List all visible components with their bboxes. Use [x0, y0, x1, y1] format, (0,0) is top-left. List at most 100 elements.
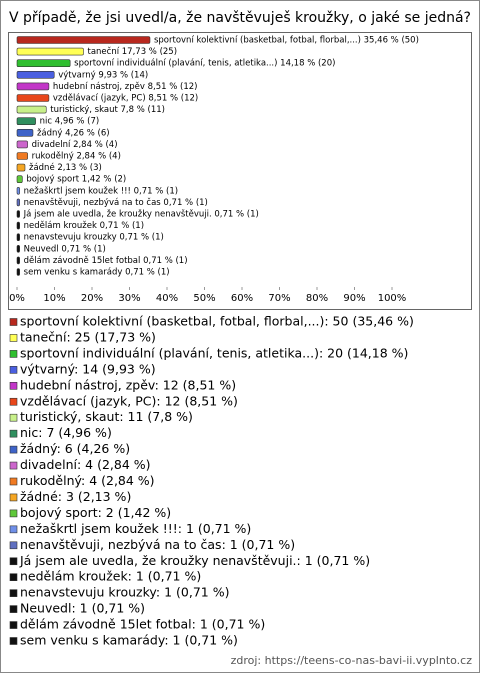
- legend-swatch: [9, 605, 18, 613]
- legend-swatch: [9, 557, 18, 566]
- bar-label: rukodělný 2,84 % (4): [32, 152, 121, 162]
- x-tick-label: 70%: [268, 293, 290, 304]
- bar: [16, 47, 84, 56]
- bar-label: taneční 17,73 % (25): [87, 46, 177, 57]
- bar-label: divadelní 2,84 % (4): [32, 140, 118, 150]
- legend-label: rukodělný: 4 (2,84 %): [20, 473, 155, 488]
- x-tick-label: 60%: [231, 293, 253, 304]
- bar: [16, 140, 28, 149]
- x-tick-label: 30%: [118, 293, 140, 304]
- legend-swatch: [9, 366, 18, 374]
- source: zdroj: https://teens-co-nas-bavi-ii.vypl…: [231, 654, 473, 667]
- legend-label: vzdělávací (jazyk, PC): 12 (8,51 %): [20, 393, 238, 408]
- bar-label: sportovní kolektivní (basketbal, fotbal,…: [154, 36, 419, 46]
- bar: [16, 210, 20, 218]
- legend-swatch: [9, 509, 18, 518]
- bar-label: hudební nástroj, zpěv 8,51 % (12): [53, 82, 198, 92]
- bar: [16, 36, 151, 44]
- legend-label: bojový sport: 2 (1,42 %): [20, 505, 171, 520]
- bar: [16, 71, 55, 79]
- legend-label: žádné: 3 (2,13 %): [20, 489, 131, 504]
- legend-swatch: [9, 397, 18, 406]
- legend-label: hudební nástroj, zpěv: 12 (8,51 %): [20, 377, 236, 392]
- legend-swatch: [9, 493, 18, 502]
- legend-swatch: [9, 429, 18, 438]
- legend-label: taneční: 25 (17,73 %): [20, 329, 156, 344]
- legend-swatch: [9, 621, 18, 629]
- legend-swatch: [9, 461, 18, 470]
- legend-label: nedělám kroužek: 1 (0,71 %): [20, 569, 201, 584]
- legend-label: dělám závodně 15let fotbal: 1 (0,71 %): [20, 617, 265, 632]
- legend-swatch: [9, 350, 18, 358]
- bar: [16, 59, 71, 68]
- legend-label: sportovní individuální (plavání, tenis, …: [20, 345, 408, 360]
- legend-label: sem venku s kamarády: 1 (0,71 %): [20, 633, 238, 648]
- legend-swatch: [9, 477, 18, 486]
- legend-label: turistický, skaut: 11 (7,8 %): [20, 409, 193, 424]
- legend-label: Neuvedl: 1 (0,71 %): [20, 601, 145, 616]
- bar: [16, 268, 20, 276]
- bar-label: nedělám kroužek 0,71 % (1): [24, 221, 144, 231]
- bar: [16, 256, 20, 265]
- legend-swatch: [9, 541, 18, 550]
- x-tick-label: 100%: [378, 293, 407, 304]
- legend-label: Já jsem ale uvedla, že kroužky nenavštěv…: [19, 553, 370, 568]
- legend-label: nic: 7 (4,96 %): [20, 425, 112, 440]
- legend-label: divadelní: 4 (2,84 %): [20, 457, 151, 472]
- legend-label: nenavstevuju krouzky: 1 (0,71 %): [20, 585, 229, 600]
- x-tick-label: 90%: [343, 293, 365, 304]
- bar-label: sem venku s kamarády 0,71 % (1): [24, 268, 170, 278]
- bar-label: dělám závodně 15let fotbal 0,71 % (1): [24, 256, 188, 266]
- bar: [16, 152, 28, 160]
- bar: [16, 221, 20, 230]
- x-tick-label: 0%: [9, 293, 25, 304]
- chart-title: V případě, že jsi uvedl/a, že navštěvuje…: [9, 10, 471, 26]
- bar-label: turistický, skaut 7,8 % (11): [50, 105, 165, 115]
- legend-swatch: [9, 334, 18, 342]
- bar-label: bojový sport 1,42 % (2): [26, 175, 126, 185]
- legend-label: nenavštěvuji, nezbývá na to čas: 1 (0,71…: [20, 537, 295, 552]
- legend-swatch: [9, 318, 18, 326]
- bar: [16, 105, 47, 114]
- bar: [16, 117, 36, 125]
- legend-label: žádný: 6 (4,26 %): [20, 441, 130, 456]
- bar-label: sportovní individuální (plavání, tenis, …: [74, 59, 335, 69]
- bar-label: žádné 2,13 % (3): [29, 162, 102, 173]
- bar: [16, 175, 23, 183]
- legend-swatch: [9, 525, 18, 534]
- bar: [16, 198, 20, 207]
- legend-swatch: [9, 637, 18, 645]
- legend-swatch: [9, 381, 18, 390]
- bar-label: žádný 4,26 % (6): [37, 128, 110, 138]
- bar: [16, 82, 50, 91]
- x-tick-label: 80%: [306, 293, 328, 304]
- bar: [16, 233, 20, 241]
- legend-swatch: [9, 445, 18, 454]
- x-tick-label: 20%: [81, 293, 103, 304]
- legend-swatch: [9, 573, 18, 582]
- bar-label: nenavštěvuji, nezbývá na to čas 0,71 % (…: [24, 197, 208, 208]
- bar-label: Neuvedl 0,71 % (1): [24, 244, 106, 254]
- bar: [16, 245, 20, 253]
- bar-label: vzdělávací (jazyk, PC) 8,51 % (12): [53, 94, 198, 104]
- bar-label: Já jsem ale uvedla, že kroužky nenavštěv…: [23, 209, 259, 220]
- legend-label: výtvarný: 14 (9,93 %): [20, 361, 156, 376]
- legend-swatch: [9, 413, 18, 422]
- bar: [16, 94, 50, 102]
- x-tick-label: 40%: [156, 293, 178, 304]
- legend-label: sportovní kolektivní (basketbal, fotbal,…: [20, 314, 414, 329]
- plot-frame: [8, 32, 472, 310]
- legend-swatch: [9, 589, 18, 597]
- bar: [16, 129, 34, 137]
- bar-label: nežaškrtl jsem koužek !!! 0,71 % (1): [24, 185, 178, 196]
- bar: [16, 163, 26, 172]
- x-tick-label: 10%: [43, 293, 65, 304]
- bar-label: nenavstevuju krouzky 0,71 % (1): [24, 233, 164, 243]
- bar: [16, 187, 20, 195]
- bar-label: výtvarný 9,93 % (14): [58, 70, 148, 80]
- legend-label: nežaškrtl jsem koužek !!!: 1 (0,71 %): [20, 521, 251, 536]
- x-tick-label: 50%: [193, 293, 215, 304]
- bar-label: nic 4,96 % (7): [40, 117, 100, 127]
